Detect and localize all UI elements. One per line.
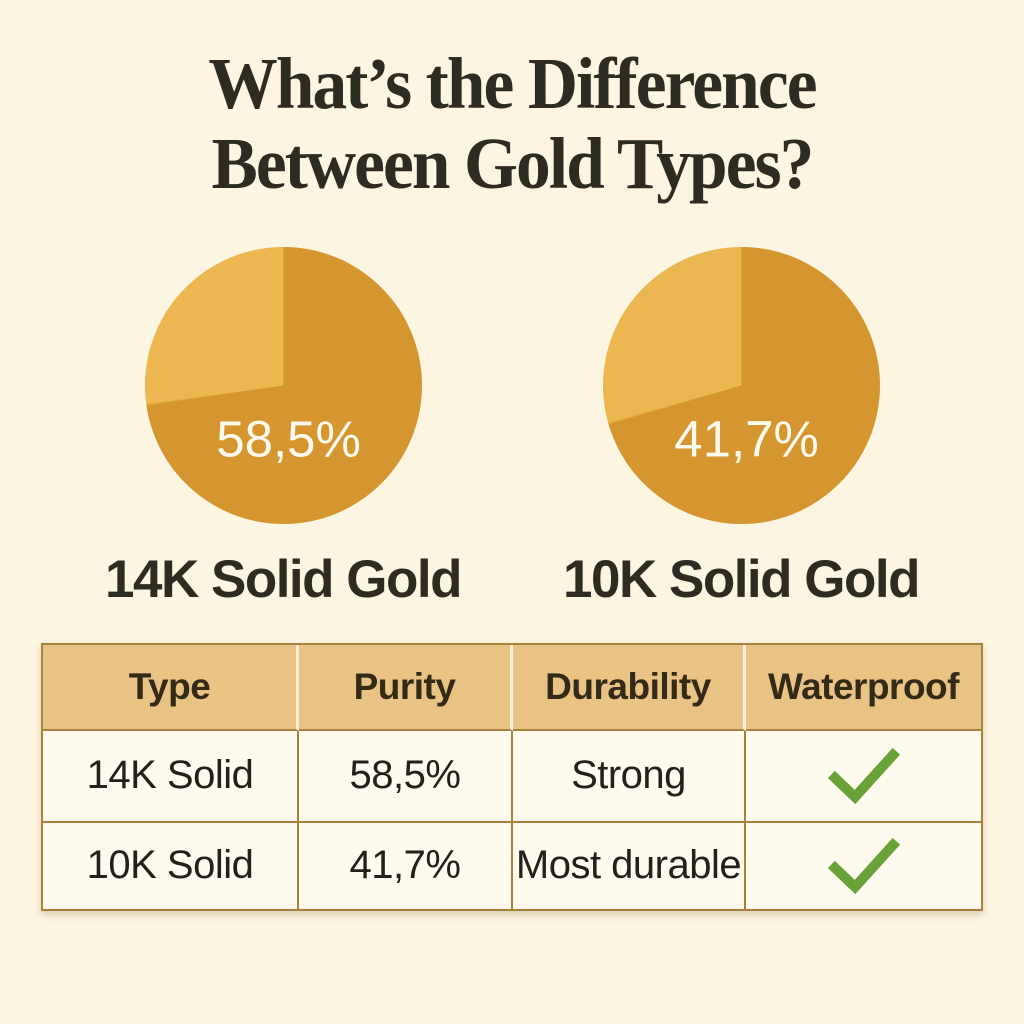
pie-chart-10k-gold: 41,7%: [602, 246, 880, 524]
page-title-line1: What’s the Difference: [208, 43, 817, 124]
pie-column-14k: 58,5% 14K Solid Gold: [105, 246, 462, 610]
table-header-durability: Durability: [513, 644, 746, 731]
table-cell-durability-14k: Strong: [513, 730, 746, 823]
table-cell-purity-14k: 58,5%: [299, 730, 513, 823]
table-cell-type-14k: 14K Solid: [43, 730, 299, 823]
table-cell-waterproof-14k: [746, 730, 981, 823]
page-title: What’s the Difference Between Gold Types?: [26, 0, 999, 205]
pie-chart-14k-gold: 58,5%: [144, 246, 422, 524]
pie-value-label-14k: 58,5%: [216, 410, 361, 468]
checkmark-icon: [827, 837, 900, 894]
pie-caption-14k: 14K Solid Gold: [105, 549, 462, 609]
pie-caption-10k: 10K Solid Gold: [563, 549, 920, 609]
pie-charts-row: 58,5% 14K Solid Gold 41,7% 10K Solid Gol…: [0, 246, 1024, 610]
table-cell-purity-10k: 41,7%: [299, 822, 513, 909]
comparison-table: Type Purity Durability Waterproof 14K So…: [41, 642, 983, 911]
pie-value-label-10k: 41,7%: [674, 410, 819, 468]
table-header-waterproof: Waterproof: [746, 644, 981, 731]
table-header-type: Type: [43, 644, 299, 731]
table-header-purity: Purity: [299, 644, 513, 731]
table-cell-waterproof-10k: [746, 822, 981, 909]
page-title-line2: Between Gold Types?: [211, 123, 815, 205]
table-cell-durability-10k: Most durable: [513, 822, 746, 909]
table-cell-type-10k: 10K Solid: [43, 822, 299, 909]
pie-column-10k: 41,7% 10K Solid Gold: [563, 246, 920, 610]
checkmark-icon: [827, 747, 900, 804]
